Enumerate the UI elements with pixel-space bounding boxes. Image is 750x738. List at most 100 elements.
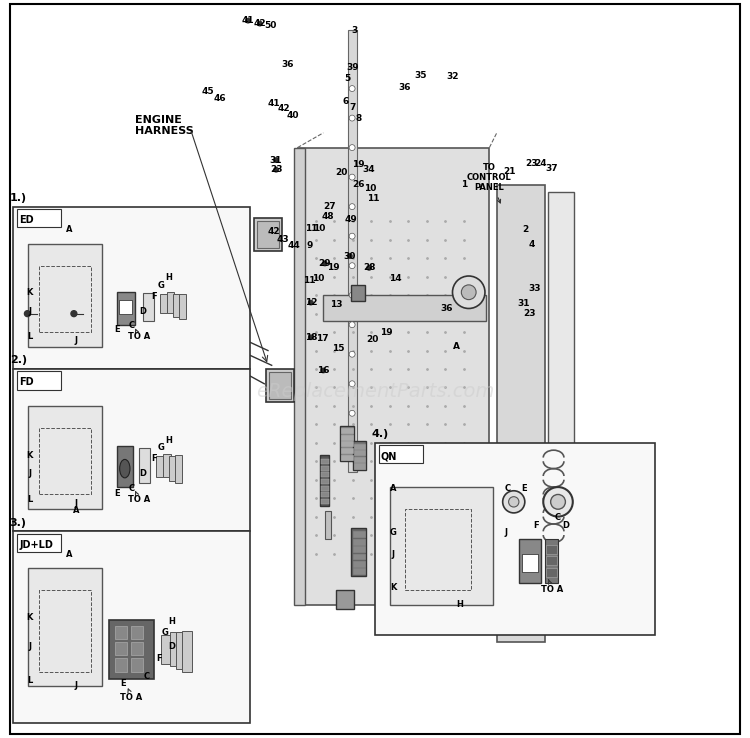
Bar [348, 30, 356, 472]
Bar [116, 642, 127, 655]
Text: 49: 49 [344, 215, 357, 224]
Text: 33: 33 [528, 284, 541, 293]
Text: E: E [120, 680, 125, 689]
Text: 20: 20 [367, 335, 379, 344]
Text: 23: 23 [270, 165, 282, 174]
Circle shape [350, 86, 355, 92]
Text: QN: QN [381, 451, 398, 461]
Bar [116, 626, 127, 639]
Bar [131, 658, 143, 672]
Text: J: J [28, 469, 31, 478]
Text: J: J [74, 499, 77, 508]
Bar [390, 487, 493, 605]
Bar [178, 294, 186, 319]
Text: 42: 42 [278, 104, 290, 113]
Text: 24: 24 [534, 159, 547, 168]
Text: 11: 11 [368, 194, 380, 203]
Text: K: K [26, 613, 33, 622]
Text: L: L [27, 495, 32, 504]
Text: TO A: TO A [128, 492, 150, 504]
Text: TO A: TO A [541, 579, 563, 594]
Text: A: A [453, 342, 460, 351]
Text: E: E [114, 325, 119, 334]
Text: 34: 34 [363, 165, 376, 174]
Bar [341, 455, 352, 460]
Text: D: D [169, 643, 176, 652]
Bar [321, 499, 328, 504]
Bar [375, 443, 656, 635]
Bar [117, 446, 133, 487]
Bar [39, 428, 91, 494]
Bar [170, 632, 180, 666]
Circle shape [308, 300, 313, 305]
Text: 44: 44 [287, 241, 300, 249]
Circle shape [350, 381, 355, 387]
Circle shape [350, 204, 355, 210]
Bar [354, 450, 364, 455]
Bar [323, 295, 486, 321]
Text: 3: 3 [351, 27, 358, 35]
Circle shape [25, 311, 30, 317]
Bar [28, 244, 102, 347]
Circle shape [322, 261, 327, 266]
Text: H: H [169, 617, 176, 626]
Text: 4.): 4.) [371, 429, 388, 439]
Bar [164, 454, 170, 477]
Text: 50: 50 [264, 21, 277, 30]
Text: 31: 31 [518, 299, 530, 308]
Text: 43: 43 [277, 235, 289, 244]
Bar [257, 221, 279, 248]
Bar [117, 292, 135, 325]
Text: 48: 48 [322, 213, 334, 221]
Bar [298, 148, 490, 605]
Text: 27: 27 [323, 202, 335, 211]
Bar [172, 294, 180, 317]
Text: J: J [28, 307, 31, 316]
Bar [28, 406, 102, 509]
Bar [352, 546, 364, 552]
Bar [404, 509, 471, 590]
Bar [546, 568, 556, 577]
Text: 2.): 2.) [10, 355, 27, 365]
Bar [321, 472, 328, 477]
Bar [119, 300, 132, 314]
Bar [39, 590, 91, 672]
Bar [321, 479, 328, 484]
Bar [116, 658, 127, 672]
Text: TO A: TO A [128, 329, 150, 342]
Text: E: E [521, 484, 527, 493]
Text: D: D [139, 307, 146, 316]
Text: H: H [457, 600, 464, 609]
Circle shape [350, 410, 355, 416]
Bar [321, 466, 328, 471]
Text: D: D [139, 469, 146, 478]
Text: 16: 16 [317, 366, 329, 375]
Text: ED: ED [20, 215, 34, 225]
Text: 7: 7 [350, 103, 356, 112]
Text: JD+LD: JD+LD [20, 539, 53, 550]
Circle shape [348, 254, 352, 258]
Text: H: H [165, 274, 172, 283]
Text: 9: 9 [307, 241, 314, 249]
Text: 26: 26 [352, 180, 365, 189]
Text: 6: 6 [342, 97, 349, 106]
Text: FD: FD [20, 377, 34, 387]
Text: D: D [562, 521, 569, 530]
Text: 12: 12 [304, 298, 317, 307]
Bar [522, 554, 538, 572]
Text: F: F [156, 654, 161, 663]
Text: 36: 36 [282, 61, 294, 69]
Bar [176, 632, 186, 669]
Text: G: G [158, 444, 164, 452]
Text: 14: 14 [388, 275, 401, 283]
Text: A: A [65, 551, 72, 559]
Text: 13: 13 [330, 300, 343, 308]
Bar [341, 435, 352, 440]
Text: 5: 5 [344, 75, 350, 83]
Text: C: C [128, 322, 134, 331]
Text: TO
CONTROL
PANEL: TO CONTROL PANEL [467, 162, 512, 203]
Bar [321, 459, 328, 464]
Text: A: A [65, 226, 72, 235]
Bar [546, 556, 556, 565]
Text: 28: 28 [363, 263, 375, 272]
